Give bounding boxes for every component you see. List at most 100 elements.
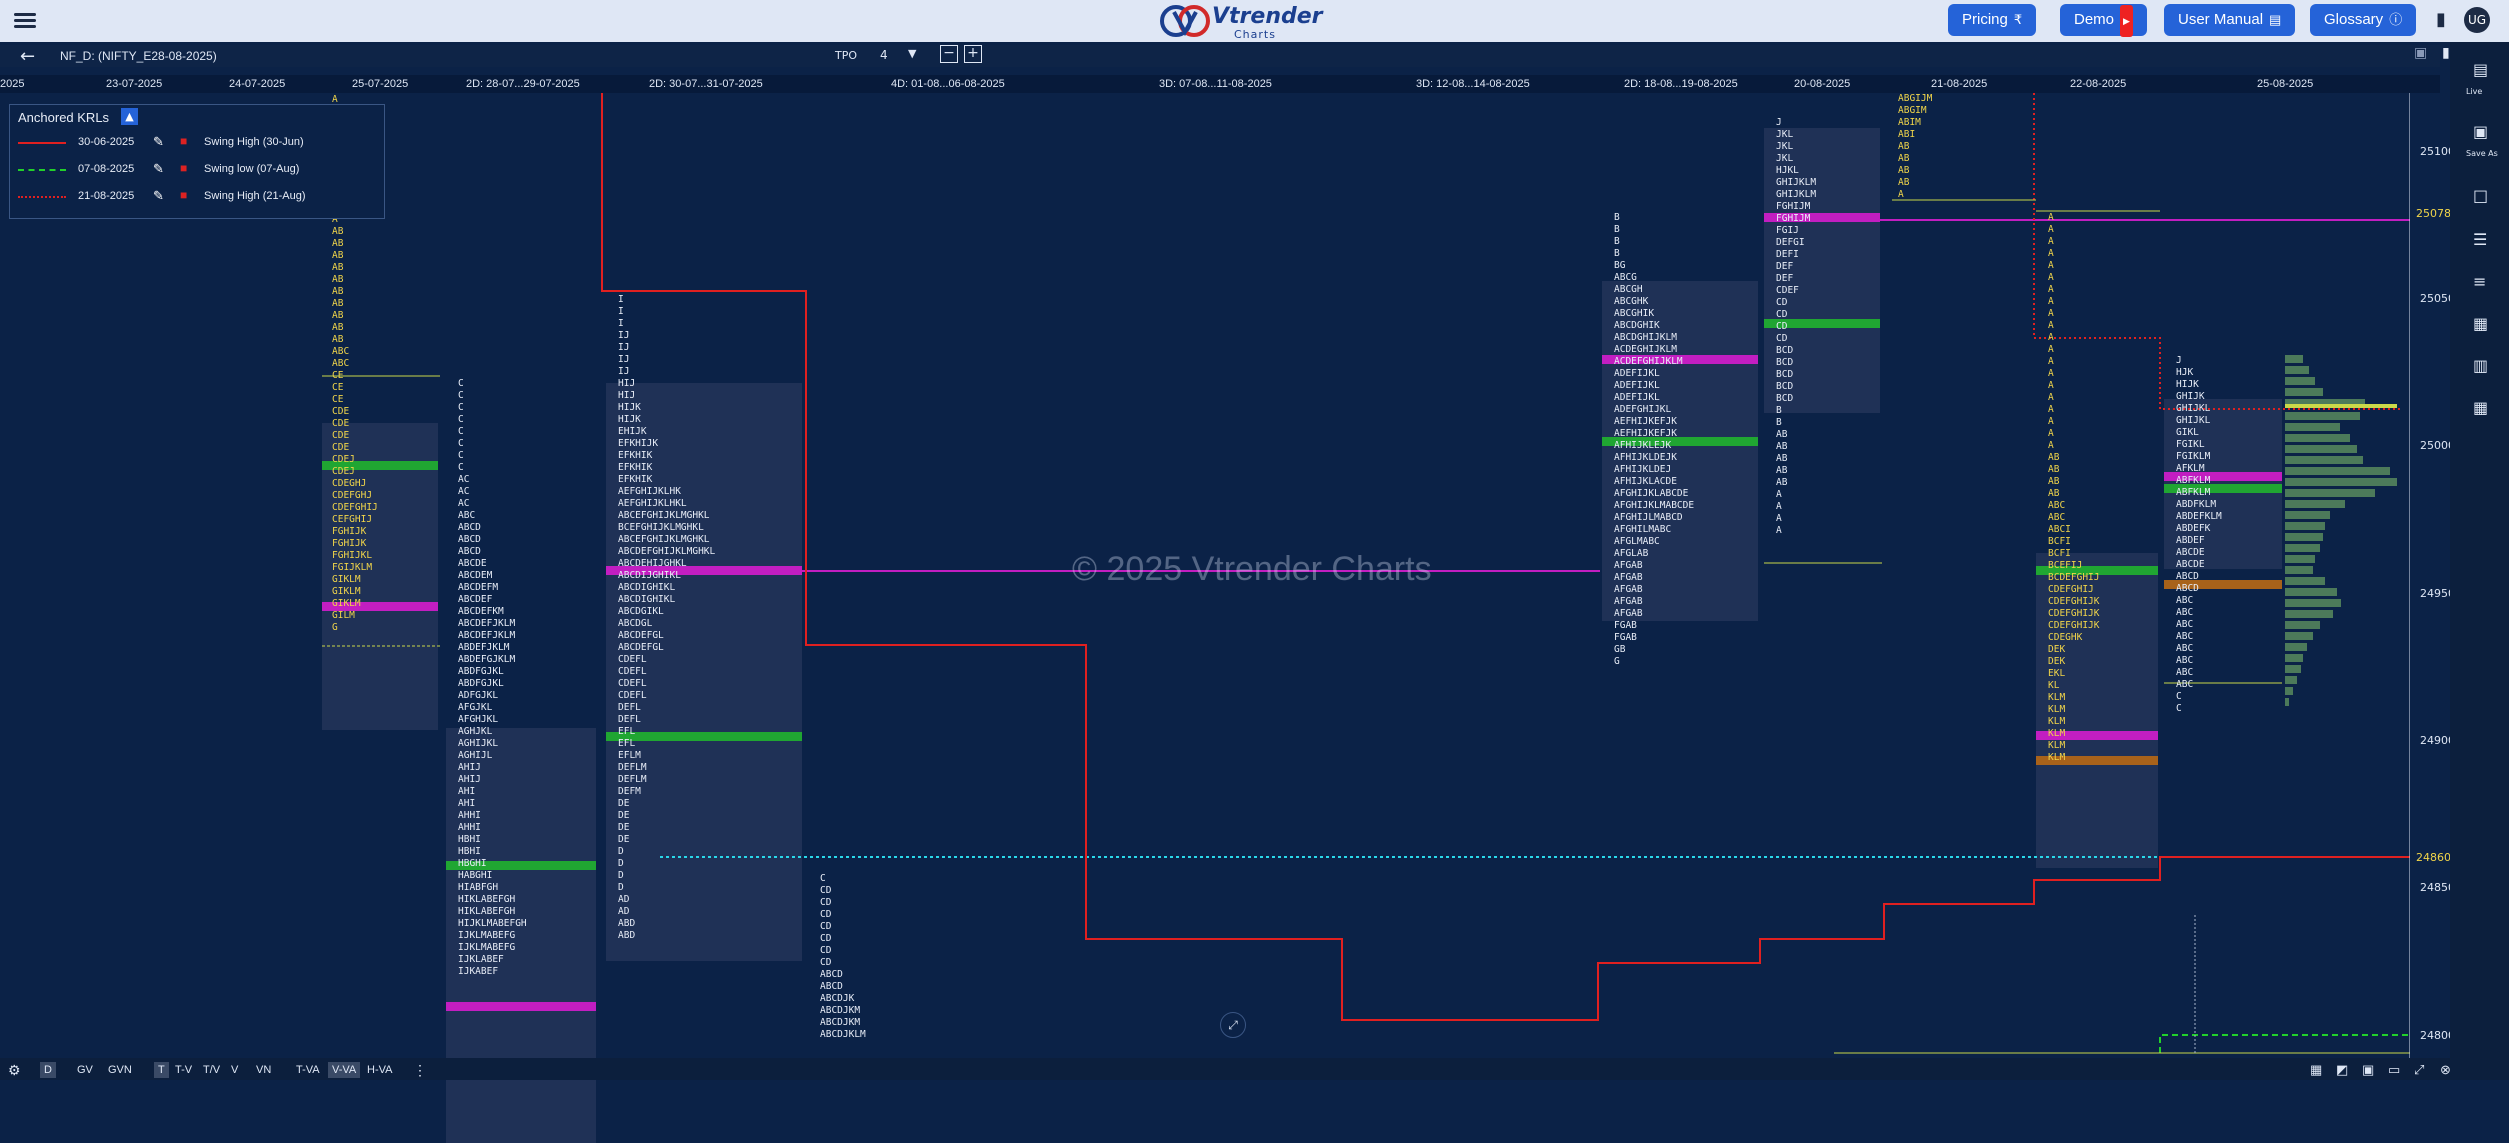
krl-name: Swing low (07-Aug) xyxy=(204,163,300,175)
menu-icon[interactable] xyxy=(14,10,36,30)
zoom-in-button[interactable]: + xyxy=(964,45,982,63)
save-icon[interactable]: ▣ xyxy=(2414,45,2428,61)
value-area-box xyxy=(1602,281,1758,621)
more-options-icon[interactable]: ⋮ xyxy=(413,1062,427,1078)
live-icon[interactable]: ▤ xyxy=(2473,60,2489,79)
zoom-out-button[interactable]: − xyxy=(940,45,958,63)
poc-bar xyxy=(322,461,438,470)
date-label: 3D: 07-08...11-08-2025 xyxy=(1159,78,1272,90)
glossary-button[interactable]: Glossary ⓘ xyxy=(2310,4,2417,36)
youtube-icon: ▶ xyxy=(2120,5,2133,37)
mode-tv-button[interactable]: T-V xyxy=(175,1064,193,1076)
tpo-profile-25-08: J HJK HIJK GHIJK GHIJKL GHIJKL GIKL FGIK… xyxy=(2176,355,2222,714)
krl-name: Swing High (21-Aug) xyxy=(204,190,306,202)
mode-t-va-button[interactable]: T-VA xyxy=(296,1064,320,1076)
rupee-icon: ₹ xyxy=(2013,12,2023,27)
poc-bar xyxy=(2036,566,2158,575)
grid-view-icon[interactable]: ▣ xyxy=(2362,1062,2375,1077)
price-label: 24800 xyxy=(2420,1029,2455,1042)
expand-icon[interactable]: ⤢ xyxy=(2414,1062,2425,1077)
user-avatar[interactable]: UG xyxy=(2464,7,2490,33)
fullscreen-toggle-icon[interactable]: ⤢ xyxy=(1220,1012,1246,1038)
mode-gv-button[interactable]: GV xyxy=(77,1064,93,1076)
poc-bar xyxy=(446,861,596,870)
date-label: 2025 xyxy=(0,78,25,90)
bookmark-add-icon[interactable]: ▮ xyxy=(2442,45,2450,61)
lines-icon[interactable]: ≡ xyxy=(2473,272,2487,291)
date-label: 2D: 30-07...31-07-2025 xyxy=(649,78,763,90)
poc-bar xyxy=(1602,437,1758,446)
date-label: 24-07-2025 xyxy=(229,78,286,90)
user-manual-label: User Manual xyxy=(2178,11,2264,28)
save-as-icon[interactable]: ▣ xyxy=(2473,122,2489,141)
logo-brand: Vtrender xyxy=(1212,4,1323,29)
date-label: 20-08-2025 xyxy=(1794,78,1851,90)
tpo-profile-20-08: J JKL JKL JKL HJKL GHIJKLM GHIJKLM FGHIJ… xyxy=(1776,117,1817,536)
user-manual-button[interactable]: User Manual ▤ xyxy=(2164,4,2296,36)
date-label: 23-07-2025 xyxy=(106,78,163,90)
chevron-down-icon[interactable]: ▼ xyxy=(908,47,917,60)
poc-bar xyxy=(1764,213,1880,222)
glossary-label: Glossary xyxy=(2324,11,2384,28)
poc-bar xyxy=(446,1002,596,1011)
info-icon: ⓘ xyxy=(2389,12,2403,27)
krl-date: 21-08-2025 xyxy=(78,190,135,202)
window-icon[interactable]: ▭ xyxy=(2388,1062,2401,1077)
trash-icon[interactable]: ■ xyxy=(180,134,188,148)
trash-icon[interactable]: ■ xyxy=(180,161,188,175)
symbol-label: NF_D: (NIFTY_E28-08-2025) xyxy=(60,49,217,63)
date-label: 21-08-2025 xyxy=(1931,78,1988,90)
vtrender-logo[interactable]: Vtrender Charts xyxy=(1160,2,1323,41)
mode-gvn-button[interactable]: GVN xyxy=(108,1064,132,1076)
price-label: 24850 xyxy=(2420,881,2455,894)
back-arrow-icon[interactable]: ← xyxy=(20,46,36,67)
poc-bar xyxy=(2164,484,2282,493)
pricing-label: Pricing xyxy=(1962,11,2008,28)
mode-t-button[interactable]: T xyxy=(154,1062,169,1078)
pencil-icon[interactable]: ✎ xyxy=(153,188,164,203)
price-label: 24900 xyxy=(2420,734,2455,747)
value-area-box xyxy=(1764,128,1880,413)
table-icon[interactable]: ▦ xyxy=(2310,1062,2323,1077)
logo-sub: Charts xyxy=(1234,28,1276,41)
pricing-button[interactable]: Pricing ₹ xyxy=(1948,4,2037,36)
demo-button[interactable]: Demo ▶ xyxy=(2060,4,2147,37)
logo-mark xyxy=(1160,5,1210,37)
right-sidebar xyxy=(2450,42,2509,1058)
poc-bar xyxy=(2036,756,2158,765)
grid-icon[interactable]: ▦ xyxy=(2473,314,2489,333)
tpo-profile-21-08: ABGIJM ABGIM ABIM ABI AB AB AB AB A xyxy=(1898,93,1933,200)
mode-h-va-button[interactable]: H-VA xyxy=(367,1064,393,1076)
document-icon: ▤ xyxy=(2269,12,2282,27)
mode-d-button[interactable]: D xyxy=(40,1062,56,1078)
square-icon[interactable]: □ xyxy=(2473,186,2489,205)
trash-icon[interactable]: ■ xyxy=(180,188,188,202)
collapse-icon[interactable]: ▲ xyxy=(121,108,138,125)
pencil-icon[interactable]: ✎ xyxy=(153,161,164,176)
mode-v-va-button[interactable]: V-VA xyxy=(328,1062,361,1078)
mode-t-slash-v-button[interactable]: T/V xyxy=(203,1064,221,1076)
date-label: 25-07-2025 xyxy=(352,78,409,90)
price-label: 25100 xyxy=(2420,145,2455,158)
mode-vn-button[interactable]: VN xyxy=(256,1064,272,1076)
tpo-value-select[interactable]: 4 xyxy=(880,48,888,62)
krl-line-dotted xyxy=(18,196,66,198)
value-area-box xyxy=(606,383,802,961)
tiles-icon[interactable]: ▦ xyxy=(2473,398,2489,417)
pencil-icon[interactable]: ✎ xyxy=(153,134,164,149)
poc-bar xyxy=(2036,731,2158,740)
mode-v-button[interactable]: V xyxy=(231,1064,239,1076)
value-area-box xyxy=(2036,553,2158,868)
price-label: 25000 xyxy=(2420,439,2455,452)
bottom-toolbar xyxy=(0,1058,2509,1080)
price-label: 25050 xyxy=(2420,292,2455,305)
krl-date: 30-06-2025 xyxy=(78,136,135,148)
settings-icon[interactable]: ⚙ xyxy=(8,1062,21,1078)
krl-name: Swing High (30-Jun) xyxy=(204,136,304,148)
columns-icon[interactable]: ▥ xyxy=(2473,356,2489,375)
date-label: 25-08-2025 xyxy=(2257,78,2314,90)
close-icon[interactable]: ⊗ xyxy=(2440,1062,2451,1077)
list-icon[interactable]: ☰ xyxy=(2473,230,2488,249)
bookmark-icon[interactable]: ▮ xyxy=(2436,9,2446,30)
line-chart-icon[interactable]: ◩ xyxy=(2336,1062,2349,1077)
